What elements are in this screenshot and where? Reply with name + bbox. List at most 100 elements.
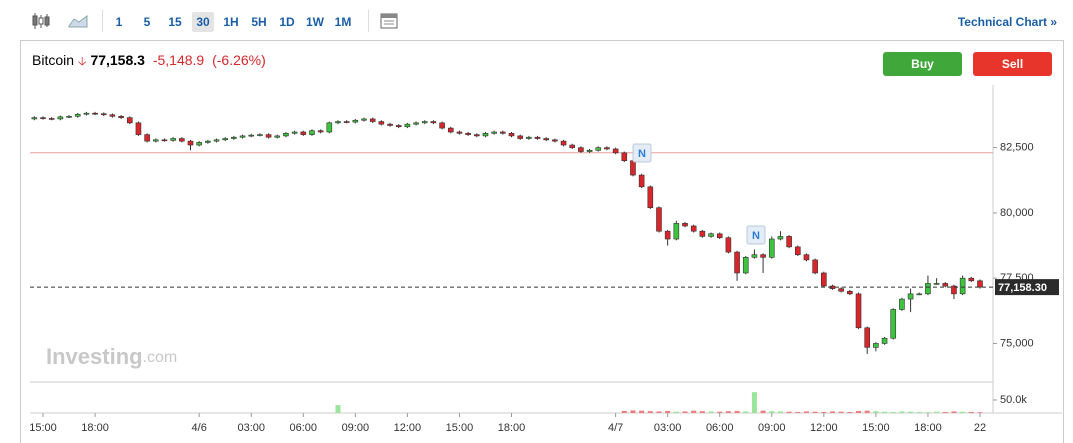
- volume-bar: [856, 410, 862, 413]
- candle-icon[interactable]: [30, 12, 52, 30]
- volume-bar: [699, 411, 705, 413]
- candle-body: [569, 144, 576, 148]
- y-tick-label: 75,000: [1000, 337, 1034, 349]
- interval[interactable]: 1H: [223, 15, 239, 29]
- candle-body: [343, 121, 350, 123]
- x-tick-label: 18:00: [914, 422, 942, 434]
- candle-body: [491, 131, 497, 134]
- candle-body: [673, 223, 680, 240]
- candle-body: [300, 131, 307, 135]
- volume-bar: [882, 411, 888, 413]
- technical-chart-link[interactable]: Technical Chart »: [957, 15, 1057, 29]
- interval[interactable]: 1M: [334, 15, 352, 29]
- candle-body: [742, 257, 749, 274]
- y-tick-label: 82,500: [1000, 142, 1034, 154]
- candle-body: [395, 125, 402, 128]
- interval[interactable]: 1W: [306, 15, 324, 29]
- volume-bar: [977, 412, 983, 413]
- candle-body: [179, 138, 185, 142]
- x-tick-label: 22: [974, 422, 986, 434]
- candle-body: [222, 138, 229, 141]
- candle-body: [257, 134, 263, 136]
- volume-bar: [630, 410, 636, 413]
- candle-body: [933, 283, 940, 285]
- candle-body: [734, 251, 740, 274]
- candle-body: [482, 132, 489, 137]
- x-tick-label: 18:00: [81, 422, 109, 434]
- candle-body: [404, 123, 411, 128]
- candle-body: [768, 238, 775, 258]
- volume-bar: [838, 411, 844, 413]
- candle-body: [387, 123, 393, 126]
- candle-body: [447, 127, 454, 133]
- candle-body: [925, 283, 931, 295]
- candle-body: [760, 254, 766, 258]
- candle-body: [630, 160, 636, 176]
- chart-frame: [20, 40, 1064, 443]
- candle-body: [213, 139, 220, 142]
- candle-body: [812, 259, 818, 274]
- volume-bar: [821, 411, 827, 413]
- candle-body: [552, 139, 558, 142]
- volume-bar: [621, 410, 627, 413]
- interval[interactable]: 1: [115, 15, 123, 29]
- candle-body: [48, 118, 55, 120]
- volume-bar: [890, 411, 896, 413]
- x-tick-label: 03:00: [237, 422, 265, 434]
- sell-button[interactable]: Sell: [973, 52, 1052, 76]
- news-marker-label: N: [752, 230, 760, 242]
- candle-body: [508, 132, 515, 137]
- candle-body: [187, 140, 194, 146]
- volume-bar: [786, 411, 792, 413]
- candle-body: [369, 118, 376, 122]
- candle-body: [231, 136, 237, 139]
- change-percent: (-6.26%): [212, 52, 266, 68]
- watermark-suffix: .com: [143, 349, 178, 366]
- candle-body: [456, 131, 463, 134]
- candle-body: [864, 327, 871, 348]
- x-tick-label: 09:00: [758, 422, 786, 434]
- buy-button[interactable]: Buy: [883, 52, 962, 76]
- candle-body: [951, 285, 957, 295]
- x-tick-label: 4/7: [608, 422, 623, 434]
- candle-body: [907, 293, 914, 300]
- table-icon[interactable]: [380, 13, 398, 29]
- area-icon[interactable]: [68, 14, 88, 28]
- interval[interactable]: 15: [168, 15, 182, 29]
- volume-bar: [777, 411, 783, 413]
- toolbar: 1 5 15 30 1H 5H 1D 1W 1M Technical Chart…: [20, 0, 1063, 41]
- news-marker-label: N: [638, 148, 646, 160]
- volume-bar: [691, 410, 697, 413]
- candle-body: [604, 147, 610, 150]
- candle-body: [751, 254, 758, 258]
- interval[interactable]: 1D: [279, 15, 295, 29]
- volume-bar: [908, 411, 914, 413]
- candle-body: [430, 121, 437, 124]
- candle-body: [326, 122, 333, 133]
- candle-body: [968, 277, 975, 282]
- candle-body: [881, 337, 888, 344]
- watermark: Investing.com: [46, 344, 177, 369]
- candle-body: [534, 136, 541, 139]
- candle-body: [578, 147, 584, 152]
- candle-body: [621, 152, 628, 162]
- candle-body: [543, 138, 550, 141]
- candle-body: [500, 131, 506, 134]
- x-tick-label: 18:00: [498, 422, 526, 434]
- volume-bar: [925, 412, 931, 413]
- volume-bar: [968, 411, 974, 413]
- candle-body: [152, 139, 159, 142]
- price: 77,158.3: [90, 52, 145, 68]
- candle-body: [196, 142, 202, 146]
- candle-body: [335, 121, 341, 124]
- x-tick-label: 06:00: [290, 422, 318, 434]
- interval[interactable]: 5H: [251, 15, 267, 29]
- interval[interactable]: 30: [192, 12, 214, 32]
- x-tick-label: 4/6: [192, 422, 207, 434]
- candle-body: [161, 139, 168, 142]
- candle-body: [647, 186, 654, 208]
- volume-bar: [864, 410, 870, 413]
- interval[interactable]: 5: [143, 15, 151, 29]
- candle-body: [378, 121, 385, 125]
